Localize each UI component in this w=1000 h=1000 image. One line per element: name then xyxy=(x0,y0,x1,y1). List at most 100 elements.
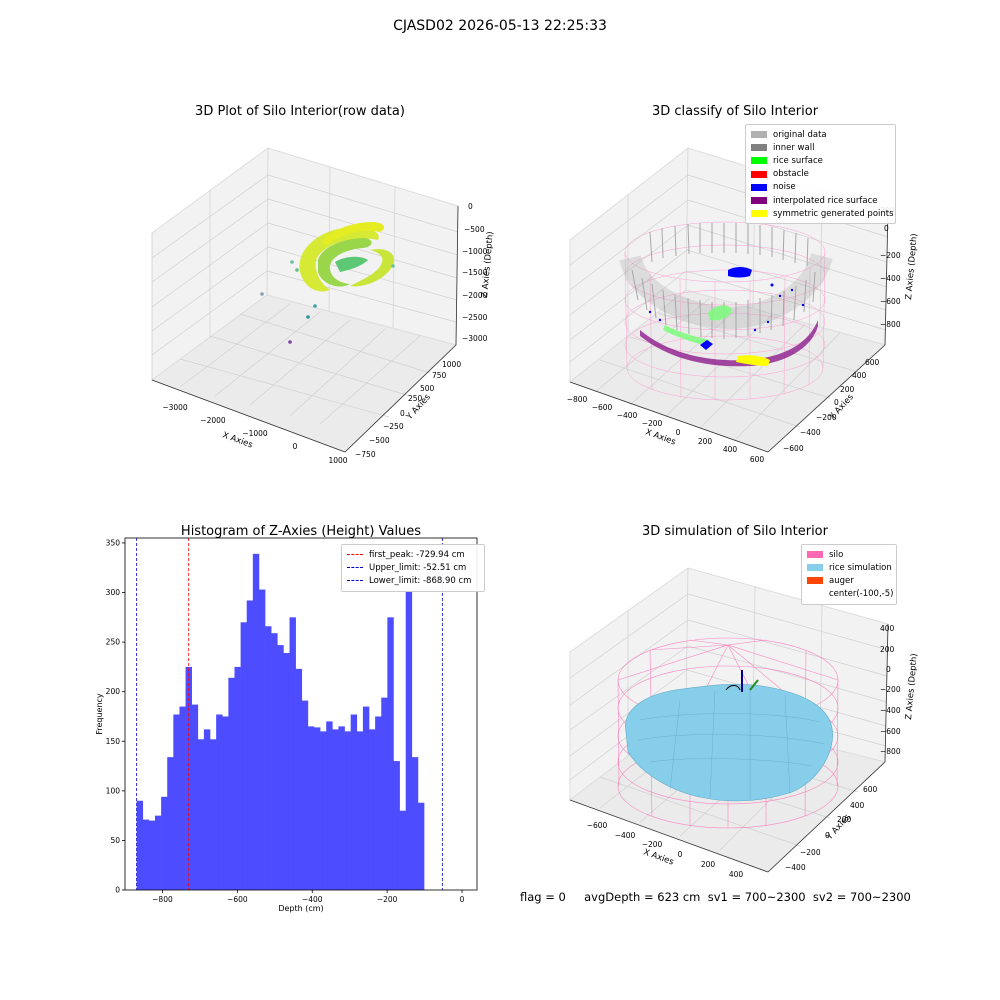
histogram-bar xyxy=(375,716,382,890)
p3-legend-label: first_peak: -729.94 cm xyxy=(369,549,465,560)
panel2-interpolated-surface xyxy=(640,320,818,367)
p2-xtick: 200 xyxy=(698,437,713,446)
histogram-bar xyxy=(210,739,217,890)
p2-legend-obstacle: obstacle xyxy=(751,168,890,181)
panel4-axes xyxy=(569,623,889,873)
p4-ztick: 0 xyxy=(886,665,891,674)
panel2-rice-surface xyxy=(663,305,732,345)
p2-legend-label: rice surface xyxy=(773,155,823,166)
p2-ztick: 0 xyxy=(884,224,889,233)
p4-ztick: −400 xyxy=(880,706,901,715)
y-tick-label: 350 xyxy=(106,538,121,547)
p1-outlier xyxy=(295,268,299,272)
y-tick-label: 150 xyxy=(106,737,121,746)
p4-ztick: −600 xyxy=(880,727,901,736)
p4-legend-swatch xyxy=(807,577,823,585)
p1-ring-right xyxy=(350,249,394,287)
p1-outlier xyxy=(260,292,264,296)
p4-legend-silo: silo xyxy=(807,548,891,561)
p2-ztick: −600 xyxy=(880,297,901,306)
p2-legend-label: symmetric generated points xyxy=(773,208,894,219)
p4-ytick: 200 xyxy=(837,815,852,824)
p1-ytick: 1000 xyxy=(442,360,461,369)
p4-ytick: −400 xyxy=(785,863,806,872)
p2-legend-swatch xyxy=(751,131,767,139)
p4-ytick: −200 xyxy=(800,848,821,857)
p1-ytick: 0 xyxy=(400,409,405,418)
p4-rice-body xyxy=(625,684,833,802)
histogram-bar xyxy=(344,731,351,890)
p4-xtick: 400 xyxy=(729,870,744,879)
histogram-x-ticks: −800 −600 −400 −200 0 xyxy=(152,890,465,904)
p2-legend-swatch xyxy=(751,197,767,205)
panel1-z-tick-labels: 0 −500 −1000 −1500 −2000 −2500 −3000 xyxy=(462,202,488,343)
p4-legend-label: rice simulation xyxy=(829,562,892,573)
p1-ztick: −2500 xyxy=(462,313,488,322)
histogram-bar xyxy=(173,714,180,890)
panel2-x-tick-labels: −800 −600 −400 −200 0 200 400 600 xyxy=(567,395,765,464)
p4-zlabel: Z Axies (Depth) xyxy=(904,653,920,720)
histogram-bar xyxy=(399,810,407,890)
histogram-bar xyxy=(387,617,394,890)
panel1-y-tick-labels: −750 −500 −250 0 250 500 750 1000 xyxy=(355,360,461,459)
p4-ytick: 600 xyxy=(863,785,878,794)
histogram-bar xyxy=(271,633,278,890)
panel1-axes xyxy=(151,205,459,453)
panel4-x-tick-labels: −600 −400 −200 0 200 400 xyxy=(587,821,744,879)
histogram-bar xyxy=(307,726,315,890)
histogram-bars xyxy=(136,553,425,890)
p3-legend-label: Upper_limit: -52.51 cm xyxy=(369,562,467,573)
p2-ztick: −200 xyxy=(880,251,901,260)
p2-ztick: −800 xyxy=(880,320,901,329)
p3-legend-line xyxy=(347,567,363,569)
histogram-bar xyxy=(154,815,162,890)
panel2-3d-classify: −800 −600 −400 −200 0 200 400 600 −600 −… xyxy=(567,147,920,464)
y-tick-label: 250 xyxy=(106,638,121,647)
p2-legend-noise: noise xyxy=(751,181,890,194)
x-tick-label: −600 xyxy=(227,895,248,904)
histogram-bar xyxy=(197,739,205,890)
p2-legend-interpolated: interpolated rice surface xyxy=(751,194,890,207)
histogram-bar xyxy=(283,653,290,890)
p2-legend-label: obstacle xyxy=(773,169,809,180)
panel4-y-tick-labels: −400 −200 0 200 400 600 xyxy=(785,785,878,872)
panel2-noise xyxy=(648,267,805,350)
p3-legend-upper: Upper_limit: -52.51 cm xyxy=(347,561,479,574)
p1-xtick: −1000 xyxy=(242,429,268,438)
status-footer: flag = 0 avgDepth = 623 cm sv1 = 700~230… xyxy=(520,890,911,904)
p4-ztick: 200 xyxy=(880,645,895,654)
p2-ylabel: Y Axies xyxy=(827,392,856,423)
histogram-xlabel: Depth (cm) xyxy=(278,904,323,913)
panel2-silo-wireframe xyxy=(624,221,826,401)
p2-ytick: 200 xyxy=(840,385,855,394)
p1-xtick: 1000 xyxy=(328,456,347,465)
histogram-bar xyxy=(313,727,321,890)
p2-legend-label: original data xyxy=(773,129,827,140)
p4-legend-rice: rice simulation xyxy=(807,561,892,574)
p2-xtick: −600 xyxy=(592,403,613,412)
histogram-bar xyxy=(258,589,266,890)
p1-ring-mid xyxy=(335,256,368,272)
p2-ytick: 400 xyxy=(852,371,867,380)
panel4-rice-simulation xyxy=(625,684,833,802)
p2-legend-rice-surface: rice surface xyxy=(751,154,890,167)
histogram-bar xyxy=(289,617,296,890)
p2-legend-swatch xyxy=(751,183,767,191)
histogram-bar xyxy=(136,800,144,890)
p2-ytick: −200 xyxy=(816,413,837,422)
p2-legend-swatch xyxy=(751,170,767,178)
panel2-y-tick-labels: −600 −400 −200 0 200 400 600 xyxy=(783,358,880,453)
p1-xtick: 0 xyxy=(293,442,298,451)
histogram-bar xyxy=(148,820,156,890)
panel4-z-tick-labels: 400 200 0 −200 −400 −600 −800 xyxy=(880,624,901,756)
p2-xtick: −200 xyxy=(642,419,663,428)
histogram-bar xyxy=(246,600,254,890)
p1-ytick: −750 xyxy=(355,450,376,459)
p1-ring-inner xyxy=(318,238,372,287)
p2-xtick: 400 xyxy=(723,445,738,454)
p4-ztick: −200 xyxy=(880,685,901,694)
y-tick-label: 50 xyxy=(110,836,120,845)
p1-ytick: 750 xyxy=(432,371,447,380)
histogram-bar xyxy=(179,706,186,890)
histogram-bar xyxy=(295,668,303,890)
